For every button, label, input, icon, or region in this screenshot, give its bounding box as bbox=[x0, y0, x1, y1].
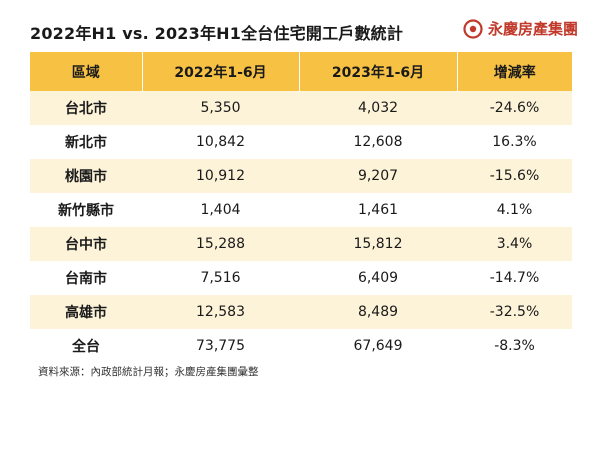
brand: 永慶房產集團 bbox=[463, 18, 578, 39]
value-2023-cell: 12,608 bbox=[299, 125, 457, 159]
column-header-change-rate: 增減率 bbox=[457, 52, 572, 91]
change-rate-cell: 3.4% bbox=[457, 227, 572, 261]
value-2022-cell: 7,516 bbox=[142, 261, 299, 295]
value-2023-cell: 9,207 bbox=[299, 159, 457, 193]
table-row: 台南市 7,516 6,409 -14.7% bbox=[30, 261, 572, 295]
table-row: 台北市 5,350 4,032 -24.6% bbox=[30, 91, 572, 125]
data-table-container: 區域 2022年1-6月 2023年1-6月 增減率 台北市 5,350 4,0… bbox=[30, 52, 572, 363]
change-rate-cell: -24.6% bbox=[457, 91, 572, 125]
value-2023-cell: 1,461 bbox=[299, 193, 457, 227]
brand-logo-icon bbox=[463, 18, 483, 39]
table-row: 桃園市 10,912 9,207 -15.6% bbox=[30, 159, 572, 193]
table-row: 台中市 15,288 15,812 3.4% bbox=[30, 227, 572, 261]
chart-title: 2022年H1 vs. 2023年H1全台住宅開工戶數統計 bbox=[30, 24, 404, 43]
column-header-2022: 2022年1-6月 bbox=[142, 52, 300, 91]
table-row-total: 全台 73,775 67,649 -8.3% bbox=[30, 329, 572, 363]
brand-name: 永慶房產集團 bbox=[487, 20, 578, 38]
value-2023-cell: 8,489 bbox=[299, 295, 457, 329]
value-2023-cell: 4,032 bbox=[299, 91, 457, 125]
value-2022-cell: 10,912 bbox=[142, 159, 299, 193]
value-2022-cell: 10,842 bbox=[142, 125, 299, 159]
region-cell: 桃園市 bbox=[30, 159, 142, 193]
data-table: 區域 2022年1-6月 2023年1-6月 增減率 台北市 5,350 4,0… bbox=[30, 52, 572, 363]
value-2023-cell: 67,649 bbox=[299, 329, 457, 363]
value-2022-cell: 73,775 bbox=[142, 329, 299, 363]
region-cell: 全台 bbox=[30, 329, 142, 363]
change-rate-cell: 16.3% bbox=[457, 125, 572, 159]
value-2022-cell: 12,583 bbox=[142, 295, 299, 329]
change-rate-cell: 4.1% bbox=[457, 193, 572, 227]
region-cell: 新北市 bbox=[30, 125, 142, 159]
table-header-row: 區域 2022年1-6月 2023年1-6月 增減率 bbox=[30, 52, 572, 91]
change-rate-cell: -8.3% bbox=[457, 329, 572, 363]
change-rate-cell: -15.6% bbox=[457, 159, 572, 193]
value-2023-cell: 15,812 bbox=[299, 227, 457, 261]
region-cell: 新竹縣市 bbox=[30, 193, 142, 227]
value-2022-cell: 5,350 bbox=[142, 91, 299, 125]
table-row: 高雄市 12,583 8,489 -32.5% bbox=[30, 295, 572, 329]
region-cell: 台北市 bbox=[30, 91, 142, 125]
change-rate-cell: -14.7% bbox=[457, 261, 572, 295]
table-row: 新北市 10,842 12,608 16.3% bbox=[30, 125, 572, 159]
change-rate-cell: -32.5% bbox=[457, 295, 572, 329]
value-2022-cell: 15,288 bbox=[142, 227, 299, 261]
column-header-2023: 2023年1-6月 bbox=[299, 52, 458, 91]
table-row: 新竹縣市 1,404 1,461 4.1% bbox=[30, 193, 572, 227]
value-2022-cell: 1,404 bbox=[142, 193, 299, 227]
value-2023-cell: 6,409 bbox=[299, 261, 457, 295]
column-header-region: 區域 bbox=[30, 52, 143, 91]
source-note: 資料來源：內政部統計月報；永慶房產集團彙整 bbox=[38, 366, 259, 378]
region-cell: 台中市 bbox=[30, 227, 142, 261]
region-cell: 高雄市 bbox=[30, 295, 142, 329]
region-cell: 台南市 bbox=[30, 261, 142, 295]
